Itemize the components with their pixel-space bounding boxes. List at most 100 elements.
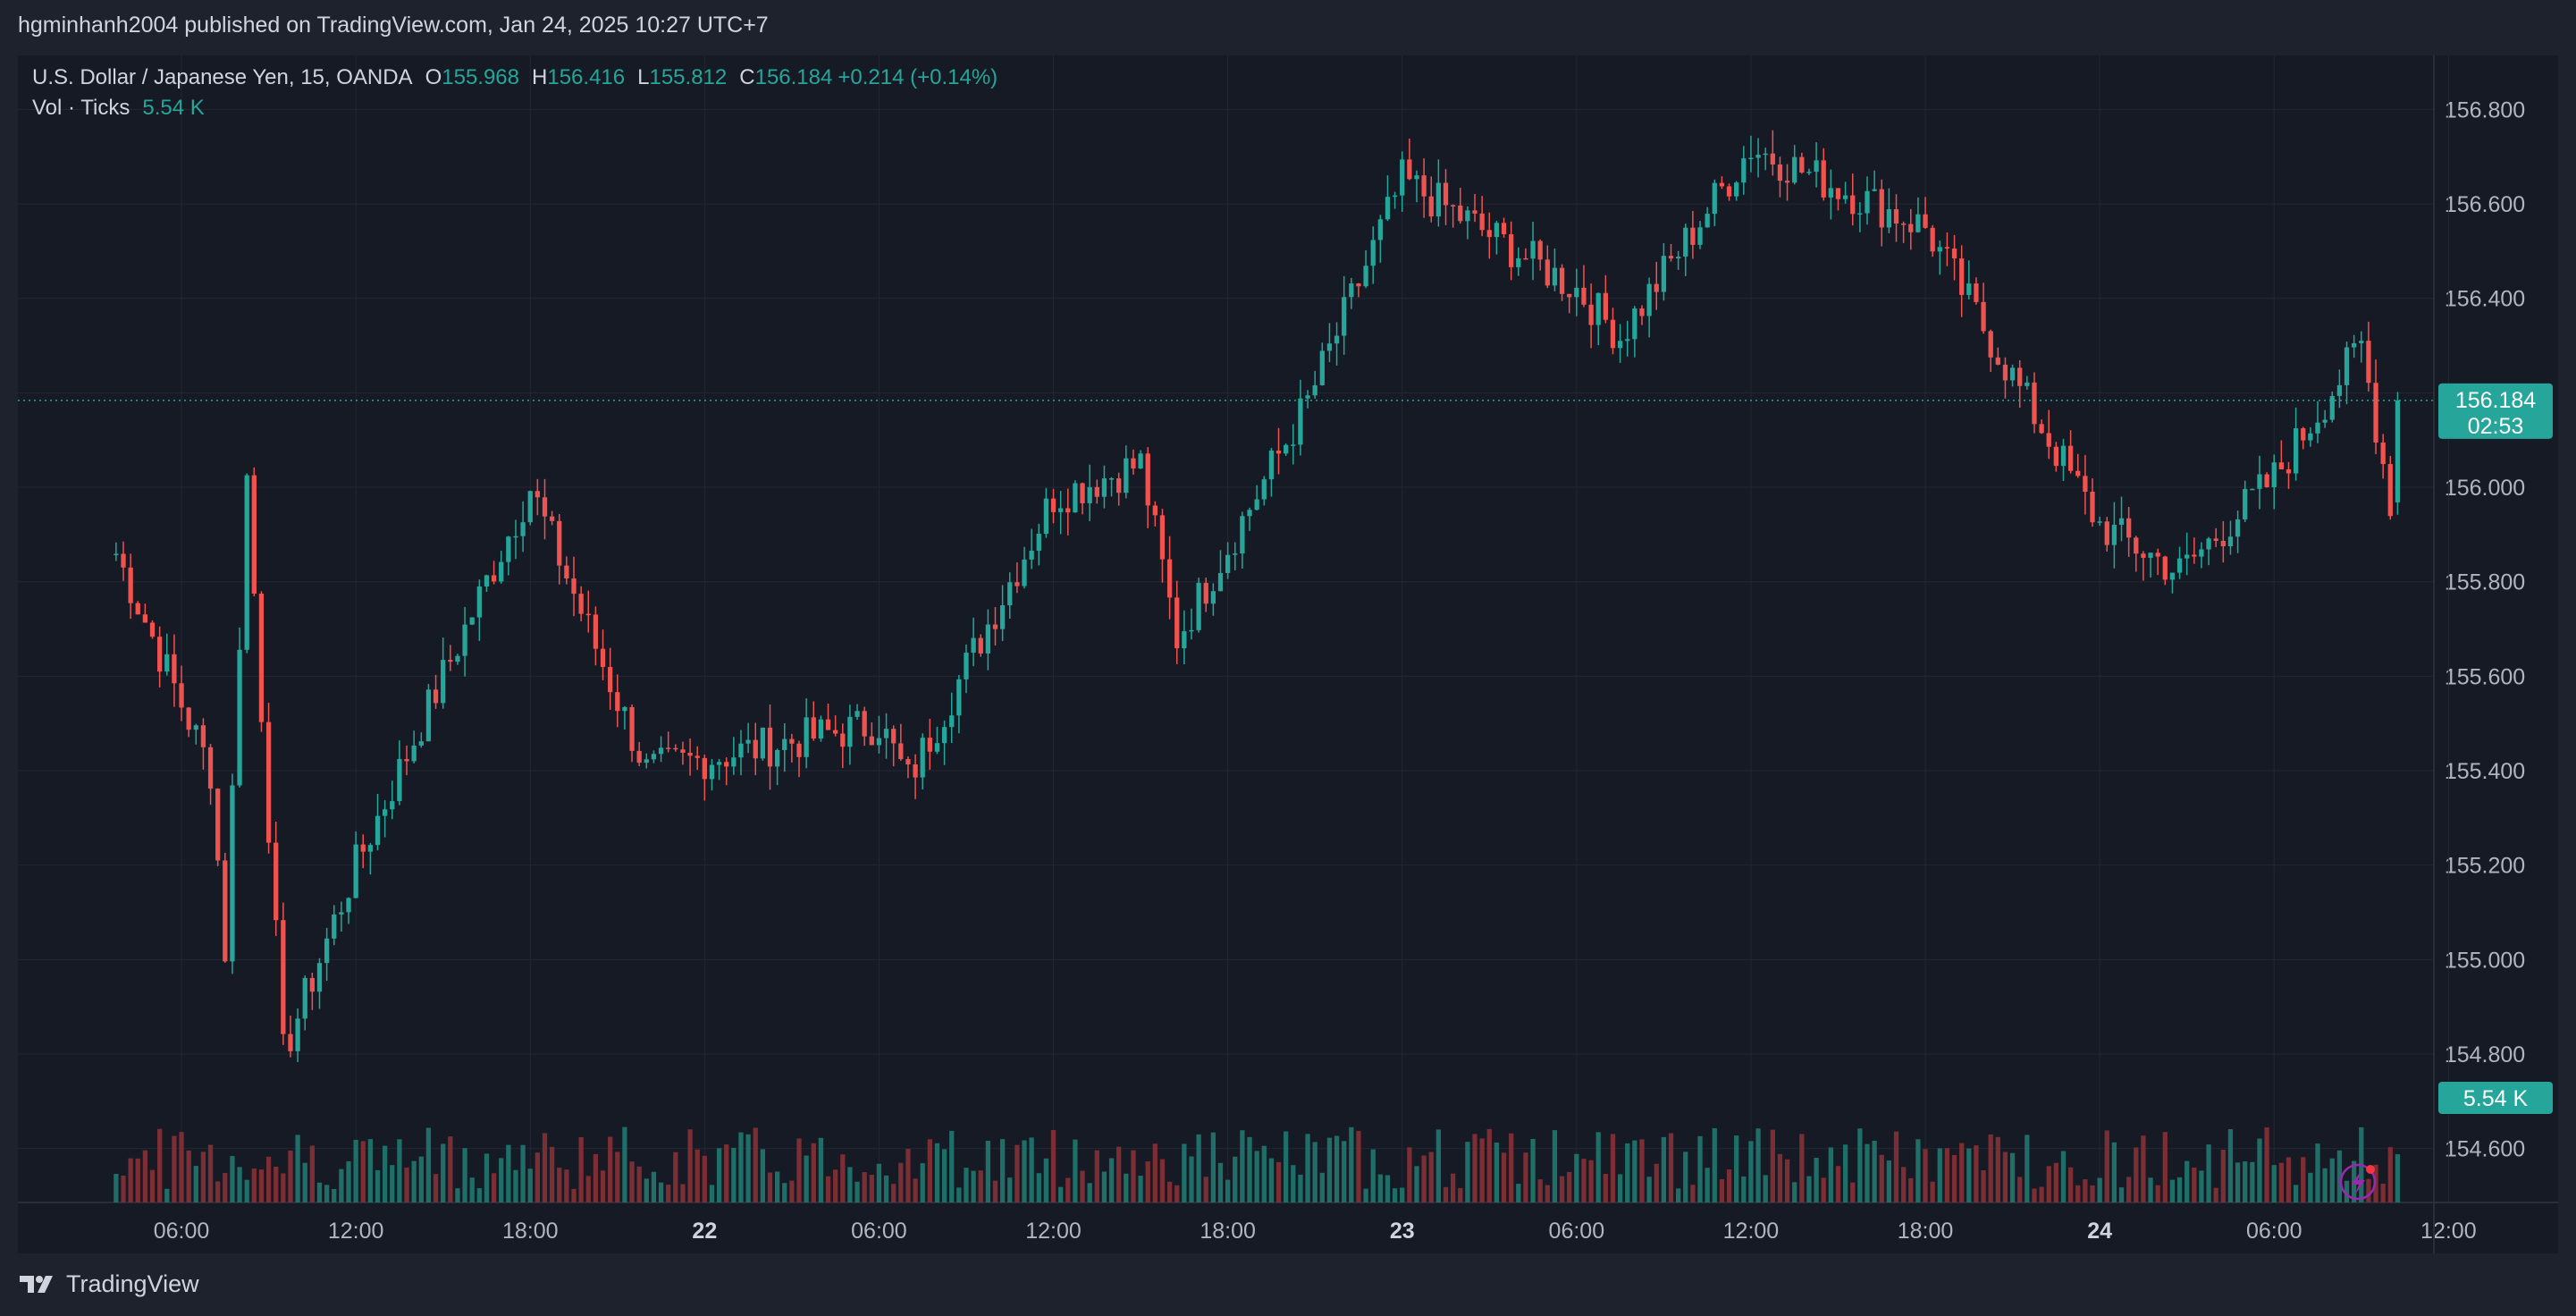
volume-bar	[1806, 1176, 1812, 1202]
volume-bar	[651, 1171, 657, 1202]
volume-bar	[2176, 1177, 2183, 1202]
volume-bar	[1988, 1134, 1993, 1202]
volume-bar	[1108, 1158, 1115, 1202]
volume-bar	[1124, 1173, 1129, 1202]
time-axis-label: 06:00	[1549, 1219, 1605, 1244]
candle-body	[390, 801, 395, 810]
candle-body	[1842, 195, 1848, 199]
volume-bar	[1697, 1135, 1703, 1202]
volume-bar	[1923, 1149, 1928, 1202]
price-axis-label: 156.600	[2445, 192, 2525, 217]
candle-body	[971, 637, 976, 654]
candle-body	[383, 809, 388, 816]
candle-body	[1458, 205, 1463, 222]
volume-bar	[2192, 1167, 2197, 1202]
tradingview-logo[interactable]: TradingView	[18, 1270, 199, 1298]
legend-open-label: O	[425, 65, 442, 89]
candle-body	[179, 683, 184, 708]
candle-body	[404, 759, 409, 762]
volume-bar	[578, 1136, 584, 1202]
volume-bar	[557, 1168, 562, 1202]
time-axis-label: 12:00	[1723, 1219, 1780, 1244]
volume-bar	[164, 1188, 170, 1202]
volume-bar	[535, 1152, 541, 1202]
volume-bar	[1043, 1158, 1049, 1202]
candle-body	[491, 575, 497, 582]
volume-bar	[992, 1180, 998, 1202]
volume-bar	[2271, 1165, 2277, 1202]
volume-bar	[1516, 1184, 1521, 1202]
candle-body	[258, 593, 265, 722]
volume-bar	[1298, 1174, 1303, 1202]
volume-bar	[411, 1160, 417, 1202]
volume-bar	[1828, 1147, 1833, 1202]
candle-body	[1050, 498, 1056, 512]
volume-bar	[978, 1170, 983, 1202]
candle-body	[1595, 292, 1601, 325]
candle-body	[274, 842, 279, 921]
volume-bar	[1233, 1156, 1238, 1202]
volume-bar	[1094, 1150, 1099, 1202]
candle-body	[135, 603, 140, 615]
volume-bar	[1268, 1158, 1275, 1202]
volume-bar	[1377, 1174, 1383, 1202]
volume-bar	[2301, 1157, 2306, 1202]
volume-bar	[274, 1166, 279, 1202]
candle-body	[1923, 214, 1928, 228]
volume-bar	[1073, 1139, 1078, 1202]
candle-body	[1901, 224, 1907, 225]
candle-body	[1159, 515, 1166, 560]
volume-bar	[513, 1169, 518, 1202]
volume-bar	[2344, 1180, 2350, 1202]
volume-bar	[1275, 1161, 1282, 1202]
lightning-alert-icon[interactable]	[2339, 1163, 2377, 1201]
candle-body	[1217, 572, 1224, 592]
candle-body	[2046, 433, 2051, 447]
volume-bar	[1930, 1181, 1935, 1202]
candle-body	[774, 749, 780, 767]
candle-body	[484, 575, 490, 586]
candle-body	[1951, 248, 1957, 259]
last-price-badge	[2438, 383, 2553, 439]
volume-bar	[1726, 1169, 1732, 1202]
candle-body	[2104, 521, 2109, 545]
volume-badge-label: 5.54 K	[2463, 1086, 2529, 1111]
legend-symbol[interactable]: U.S. Dollar / Japanese Yen, 15, OANDA	[32, 65, 413, 89]
candle-body	[1233, 553, 1238, 555]
volume-bar	[520, 1144, 526, 1202]
candle-body	[1893, 209, 1899, 224]
volume-bar	[2199, 1170, 2204, 1202]
volume-bar	[622, 1126, 627, 1202]
time-axis-label: 24	[2087, 1219, 2112, 1244]
volume-bar	[251, 1168, 257, 1202]
volume-bar	[695, 1149, 700, 1202]
candle-body	[1937, 247, 1942, 252]
candle-body	[2176, 558, 2183, 573]
legend-price-row: U.S. Dollar / Japanese Yen, 15, OANDA O15…	[32, 63, 998, 93]
candle-body	[1196, 582, 1201, 630]
time-axis-label: 18:00	[1200, 1219, 1256, 1244]
candle-body	[1516, 257, 1521, 267]
volume-bar	[760, 1149, 766, 1202]
time-axis-label: 12:00	[328, 1219, 384, 1244]
candle-body	[186, 707, 191, 730]
candle-body	[520, 522, 526, 536]
candle-body	[1058, 508, 1064, 512]
volume-bar	[1036, 1173, 1041, 1202]
volume-bar	[2067, 1167, 2074, 1202]
candle-body	[1886, 209, 1892, 228]
volume-bar	[1080, 1170, 1085, 1202]
candle-body	[1312, 384, 1317, 396]
candle-body	[2053, 446, 2059, 467]
candle-body	[738, 743, 744, 758]
candle-body	[1588, 304, 1594, 325]
volume-bar	[934, 1143, 940, 1202]
candle-body	[2227, 536, 2234, 547]
countdown-label: 02:53	[2468, 414, 2524, 439]
candle-body	[433, 689, 439, 704]
volume-bar	[2097, 1177, 2102, 1202]
volume-bar	[1159, 1159, 1166, 1202]
candlestick-chart[interactable]: 156.800156.600156.400156.200156.000155.8…	[0, 0, 2576, 1253]
candle-body	[1959, 258, 1965, 295]
legend-volume-label[interactable]: Vol · Ticks	[32, 96, 130, 120]
